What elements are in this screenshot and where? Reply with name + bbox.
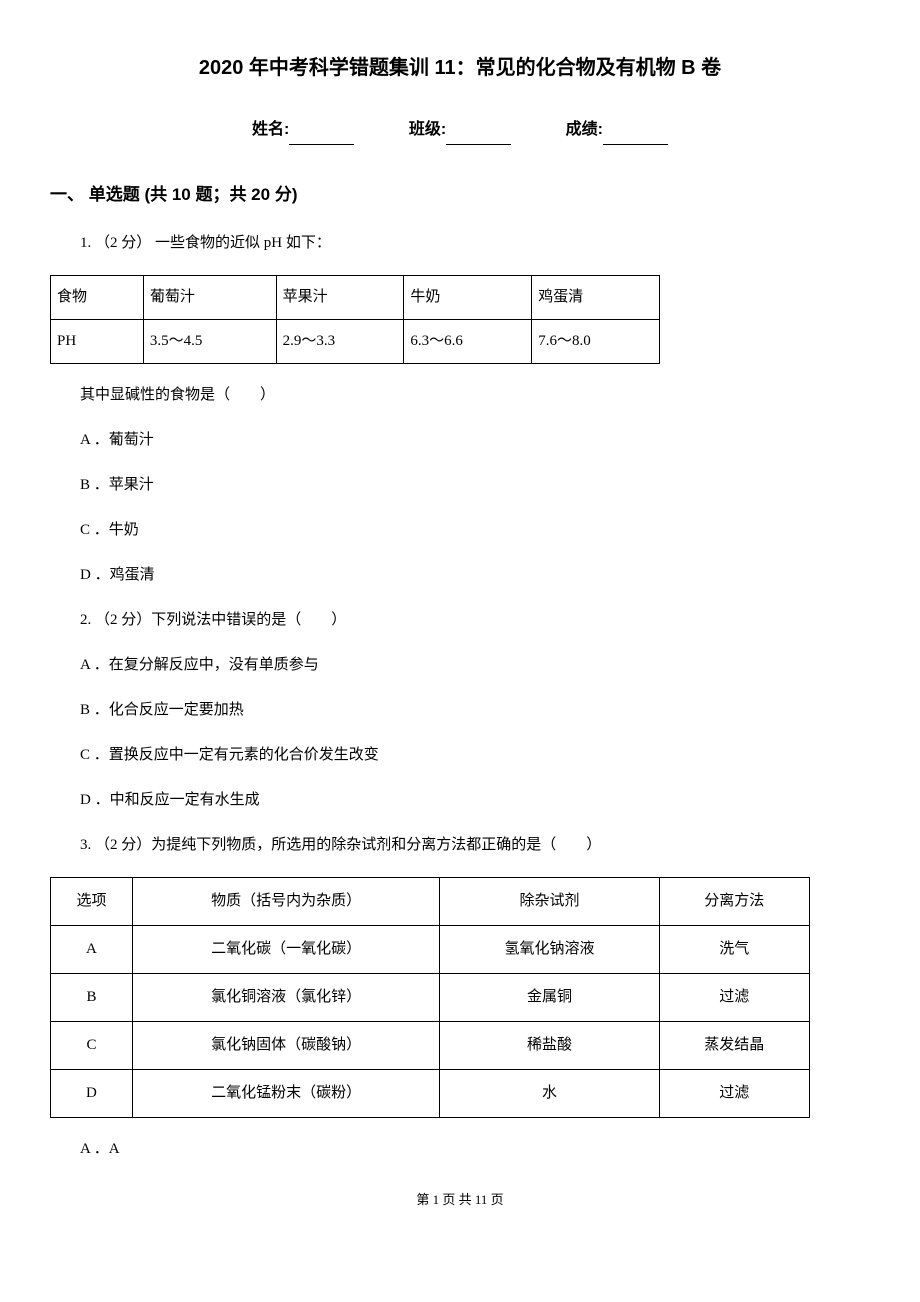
table-cell: 2.9～3.3: [276, 320, 404, 364]
table-header: 选项: [51, 878, 133, 926]
table-cell: 牛奶: [404, 276, 532, 320]
q1-option-d: D ．鸡蛋清: [80, 562, 870, 589]
q1-stem: 1. （2 分） 一些食物的近似 pH 如下：: [80, 230, 870, 257]
q1-table: 食物 葡萄汁 苹果汁 牛奶 鸡蛋清 PH 3.5～4.5 2.9～3.3 6.3…: [50, 275, 660, 364]
name-field: 姓名:: [252, 116, 354, 145]
table-row: D 二氧化锰粉末（碳粉） 水 过滤: [51, 1070, 810, 1118]
table-row: C 氯化钠固体（碳酸钠） 稀盐酸 蒸发结晶: [51, 1022, 810, 1070]
table-cell: 过滤: [659, 974, 810, 1022]
table-cell: 7.6～8.0: [532, 320, 660, 364]
class-underline: [446, 144, 511, 145]
q2-stem: 2. （2 分）下列说法中错误的是（ ）: [80, 607, 870, 634]
q2-option-c: C ．置换反应中一定有元素的化合价发生改变: [80, 742, 870, 769]
exam-title: 2020 年中考科学错题集训 11：常见的化合物及有机物 B 卷: [50, 50, 870, 86]
score-label: 成绩:: [566, 121, 603, 138]
table-header: 除杂试剂: [440, 878, 659, 926]
table-cell: 二氧化锰粉末（碳粉）: [132, 1070, 440, 1118]
table-cell: 6.3～6.6: [404, 320, 532, 364]
table-cell: 水: [440, 1070, 659, 1118]
table-cell: A: [51, 926, 133, 974]
table-cell: B: [51, 974, 133, 1022]
q1-option-c: C ．牛奶: [80, 517, 870, 544]
table-cell: 氯化铜溶液（氯化锌）: [132, 974, 440, 1022]
q3-stem: 3. （2 分）为提纯下列物质，所选用的除杂试剂和分离方法都正确的是（ ）: [80, 832, 870, 859]
table-cell: 氯化钠固体（碳酸钠）: [132, 1022, 440, 1070]
q3-table: 选项 物质（括号内为杂质） 除杂试剂 分离方法 A 二氧化碳（一氧化碳） 氢氧化…: [50, 877, 810, 1118]
table-cell: 食物: [51, 276, 144, 320]
section-header: 一、 单选题 (共 10 题；共 20 分): [50, 180, 870, 211]
table-row: 选项 物质（括号内为杂质） 除杂试剂 分离方法: [51, 878, 810, 926]
table-cell: 葡萄汁: [143, 276, 276, 320]
table-cell: 过滤: [659, 1070, 810, 1118]
table-cell: C: [51, 1022, 133, 1070]
table-row: PH 3.5～4.5 2.9～3.3 6.3～6.6 7.6～8.0: [51, 320, 660, 364]
q2-option-d: D ．中和反应一定有水生成: [80, 787, 870, 814]
name-label: 姓名:: [252, 121, 289, 138]
table-row: B 氯化铜溶液（氯化锌） 金属铜 过滤: [51, 974, 810, 1022]
score-field: 成绩:: [566, 116, 668, 145]
info-row: 姓名: 班级: 成绩:: [50, 116, 870, 145]
page-footer: 第 1 页 共 11 页: [50, 1188, 870, 1211]
score-underline: [603, 144, 668, 145]
q1-followup: 其中显碱性的食物是（ ）: [80, 382, 870, 409]
q3-option-a: A ．A: [80, 1136, 870, 1163]
table-row: 食物 葡萄汁 苹果汁 牛奶 鸡蛋清: [51, 276, 660, 320]
table-row: A 二氧化碳（一氧化碳） 氢氧化钠溶液 洗气: [51, 926, 810, 974]
table-cell: 苹果汁: [276, 276, 404, 320]
q2-option-b: B ．化合反应一定要加热: [80, 697, 870, 724]
table-cell: D: [51, 1070, 133, 1118]
table-cell: 金属铜: [440, 974, 659, 1022]
table-cell: 洗气: [659, 926, 810, 974]
class-field: 班级:: [409, 116, 511, 145]
table-cell: 鸡蛋清: [532, 276, 660, 320]
q2-option-a: A ．在复分解反应中，没有单质参与: [80, 652, 870, 679]
table-cell: PH: [51, 320, 144, 364]
class-label: 班级:: [409, 121, 446, 138]
q1-option-b: B ．苹果汁: [80, 472, 870, 499]
table-header: 分离方法: [659, 878, 810, 926]
table-cell: 3.5～4.5: [143, 320, 276, 364]
table-header: 物质（括号内为杂质）: [132, 878, 440, 926]
name-underline: [289, 144, 354, 145]
q1-option-a: A ．葡萄汁: [80, 427, 870, 454]
table-cell: 氢氧化钠溶液: [440, 926, 659, 974]
table-cell: 二氧化碳（一氧化碳）: [132, 926, 440, 974]
table-cell: 稀盐酸: [440, 1022, 659, 1070]
table-cell: 蒸发结晶: [659, 1022, 810, 1070]
